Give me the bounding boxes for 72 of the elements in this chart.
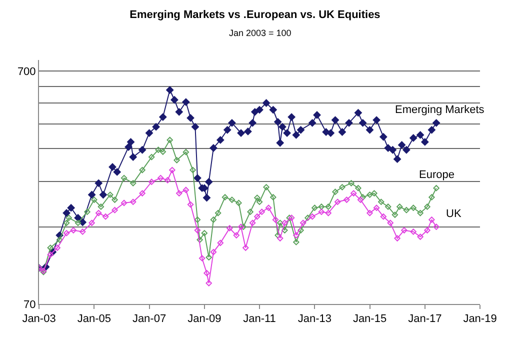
point [410, 228, 416, 235]
y-tick-label: 70 [24, 298, 36, 311]
point [318, 208, 325, 215]
point [254, 214, 260, 220]
point [373, 204, 380, 211]
point [206, 280, 212, 286]
point [258, 208, 265, 215]
point [417, 234, 424, 240]
point [428, 216, 435, 223]
point [204, 270, 210, 276]
point [112, 207, 118, 214]
point [210, 248, 217, 256]
point [424, 227, 430, 234]
x-tick-label: Jan-05 [77, 313, 111, 326]
point [102, 214, 109, 220]
point [217, 240, 224, 246]
point [176, 190, 182, 196]
point [309, 214, 316, 220]
point [164, 177, 171, 184]
series-label: Europe [419, 169, 454, 181]
point [198, 255, 206, 262]
x-tick-label: Jan-13 [298, 313, 332, 326]
point [96, 210, 102, 216]
point [344, 196, 350, 203]
point [300, 220, 306, 226]
chart-subtitle: Jan 2003 = 100 [229, 28, 292, 38]
x-tick-label: Jan-03 [22, 313, 56, 326]
point [265, 204, 272, 211]
point [293, 232, 300, 238]
point [272, 216, 279, 223]
series-label: UK [446, 208, 462, 220]
point [148, 178, 155, 185]
point [194, 227, 201, 234]
point [249, 220, 256, 226]
point [169, 166, 176, 174]
x-tick-label: Jan-11 [243, 313, 276, 326]
x-tick-label: Jan-17 [408, 313, 442, 326]
x-tick-label: Jan-09 [188, 313, 222, 326]
point [357, 196, 364, 203]
x-tick-label: Jan-19 [463, 313, 497, 326]
y-tick-label: 700 [17, 66, 36, 78]
point [80, 228, 86, 235]
point [88, 220, 95, 226]
point [120, 200, 128, 206]
point [139, 190, 146, 196]
chart-title: Emerging Markets vs .European vs. UK Equities [130, 9, 380, 22]
point [226, 225, 233, 232]
point [325, 210, 332, 216]
point [158, 174, 164, 182]
series-label: Emerging Markets [395, 104, 485, 116]
point [401, 227, 408, 234]
point [130, 198, 136, 205]
x-tick-label: Jan-15 [352, 313, 387, 326]
point [238, 224, 244, 230]
point [350, 190, 357, 196]
point [182, 186, 190, 194]
point [187, 201, 194, 208]
point [394, 235, 400, 242]
point [47, 252, 54, 258]
point [277, 235, 284, 242]
point [282, 220, 288, 226]
point [334, 198, 341, 205]
point [366, 210, 373, 216]
point [70, 227, 77, 234]
point [54, 244, 60, 251]
point [242, 244, 249, 251]
point [380, 214, 387, 220]
x-tick-label: Jan-07 [132, 313, 166, 326]
point [433, 224, 440, 230]
point [387, 220, 394, 226]
point [63, 230, 70, 236]
point [233, 232, 240, 238]
